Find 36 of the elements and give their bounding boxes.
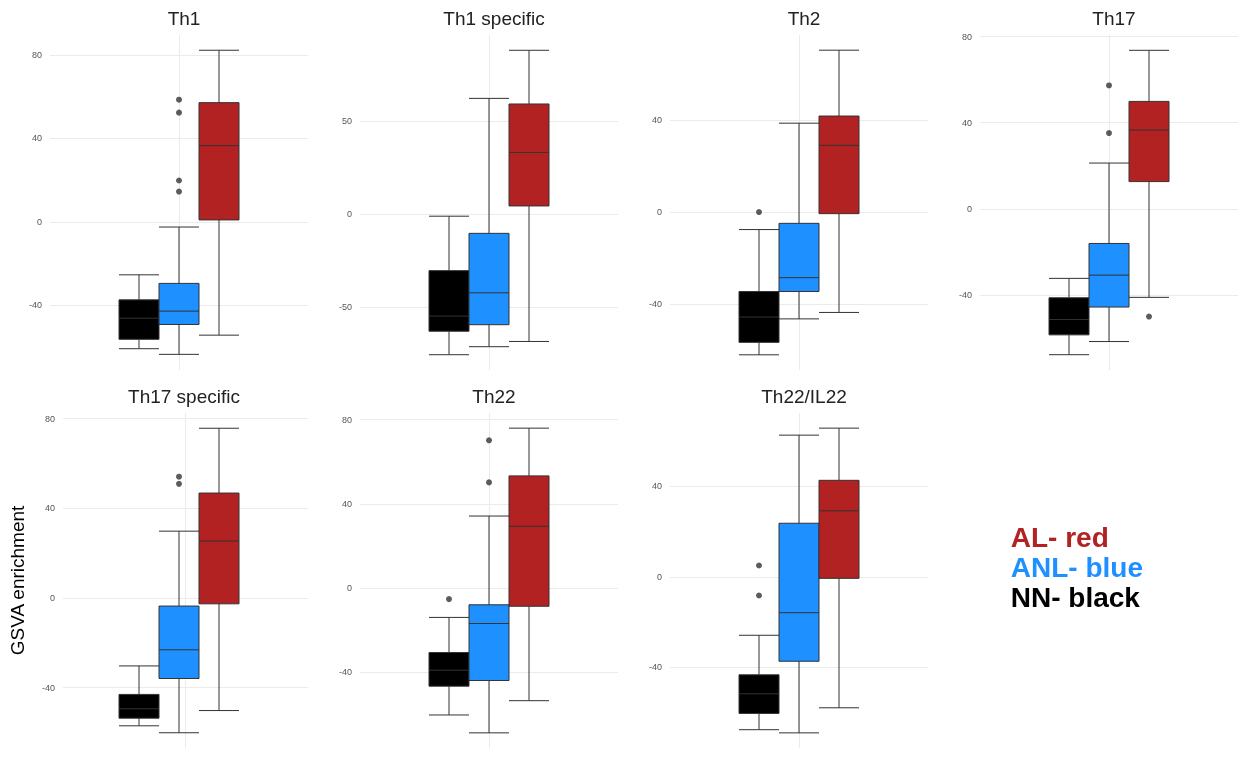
chart-title: Th1	[167, 8, 201, 29]
y-tick-label: 40	[651, 114, 662, 125]
chart-title: Th22/IL22	[761, 386, 847, 407]
chart-title: Th17 specific	[128, 386, 240, 407]
y-tick-label: 40	[44, 503, 55, 514]
y-tick-label: 40	[31, 133, 42, 144]
y-tick-label: 0	[346, 582, 352, 593]
chart-title: Th2	[787, 8, 821, 29]
y-tick-label: 0	[49, 592, 55, 603]
y-tick-label: 50	[341, 115, 352, 126]
y-tick-label: 80	[44, 413, 55, 424]
y-tick-label: -40	[958, 290, 972, 301]
y-tick-label: 80	[961, 31, 972, 42]
text: ANL- blue	[1010, 551, 1144, 583]
y-tick-label: 0	[36, 216, 42, 227]
chart-title: Th17	[1092, 8, 1136, 29]
y-tick-label: 0	[966, 203, 972, 214]
y-tick-label: -40	[648, 299, 662, 310]
text: AL- red	[1010, 521, 1109, 553]
y-tick-label: 40	[961, 117, 972, 128]
y-tick-label: 80	[31, 49, 42, 60]
chart-title: Th22	[472, 386, 516, 407]
y-tick-label: 80	[341, 414, 352, 425]
y-tick-label: 40	[341, 498, 352, 509]
y-tick-label: 0	[656, 207, 662, 218]
y-tick-label: -50	[338, 302, 352, 313]
text: NN- black	[1010, 581, 1141, 613]
y-tick-label: 0	[656, 571, 662, 582]
y-tick-label: -40	[338, 667, 352, 678]
y-tick-label: 40	[651, 481, 662, 492]
y-tick-label: -40	[648, 662, 662, 673]
y-axis-title: GSVA enrichment	[7, 504, 28, 656]
chart-title: Th1 specific	[443, 8, 545, 29]
y-tick-label: -40	[41, 682, 55, 693]
y-tick-label: 0	[346, 208, 352, 219]
y-tick-label: -40	[28, 300, 42, 311]
